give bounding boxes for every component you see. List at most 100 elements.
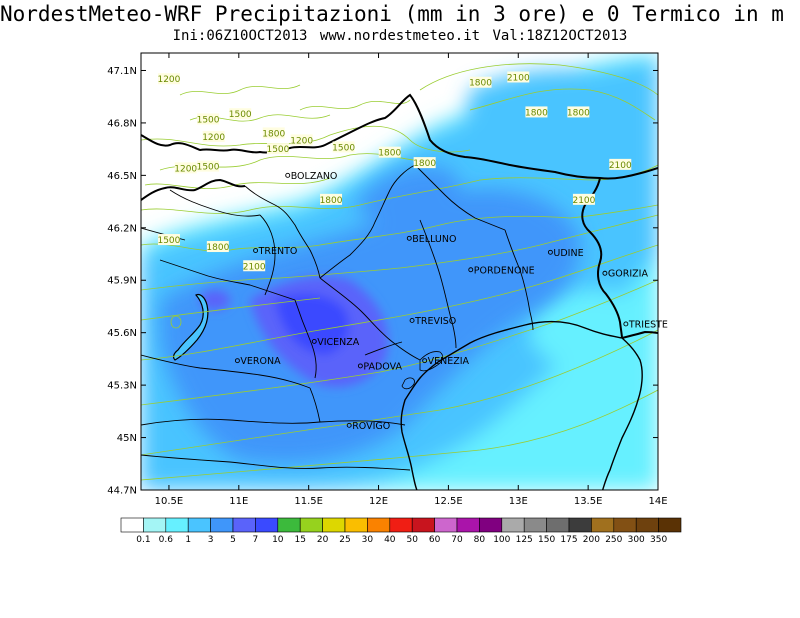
contour-label-bg xyxy=(243,260,266,272)
map-subtitle: Ini:06Z10OCT2013 www.nordestmeteo.it Val… xyxy=(172,28,628,44)
city-dot xyxy=(253,248,259,253)
legend-label: 15 xyxy=(294,535,305,545)
contour-label: 1500 xyxy=(157,234,181,246)
legend-label: 7 xyxy=(253,535,259,545)
contour-label: 1500 xyxy=(266,143,290,155)
city-marker: UDINE xyxy=(547,248,584,259)
contour-label-text: 1500 xyxy=(197,115,220,125)
contour-label: 1500 xyxy=(197,113,220,125)
contour-label: 1200 xyxy=(202,130,225,143)
contour-label-bg xyxy=(157,234,180,246)
legend-label: 25 xyxy=(339,535,350,545)
contour-label-text: 2100 xyxy=(243,262,266,272)
city-name: PADOVA xyxy=(363,361,402,372)
x-tick-label: 12.5E xyxy=(434,496,463,507)
legend-swatch xyxy=(523,517,547,533)
contour-label-text: 1500 xyxy=(229,110,252,120)
contour-label-bg xyxy=(525,106,548,118)
legend-swatch xyxy=(479,517,503,533)
x-tick-label: 13E xyxy=(509,496,528,507)
contour-label-bg xyxy=(266,143,289,155)
contour-label: 2100 xyxy=(507,71,530,83)
contour-label-bg xyxy=(229,108,252,120)
legend-label: 50 xyxy=(406,535,418,545)
city-marker: ROVIGO xyxy=(346,421,390,432)
legend-swatch xyxy=(501,517,525,533)
city-dot xyxy=(285,172,291,178)
contour-label-bg xyxy=(320,193,343,205)
contour-label: 1200 xyxy=(174,162,197,174)
contour-label: 1500 xyxy=(197,160,220,173)
city-name: GORIZIA xyxy=(608,269,649,280)
y-tick-label: 44.7N xyxy=(107,486,137,497)
precip-3mm-north xyxy=(355,166,461,227)
legend-swatch xyxy=(546,517,570,533)
x-tick-label: 14E xyxy=(648,496,667,507)
contour-label-bg xyxy=(378,146,401,158)
legend-label: 3 xyxy=(208,535,214,545)
x-tick-label: 10.5E xyxy=(155,496,184,507)
contour-label-bg xyxy=(206,241,229,253)
legend-swatch xyxy=(389,517,413,533)
legend-swatch xyxy=(568,517,592,533)
legend-swatch xyxy=(411,517,435,533)
contour-label-text: 1800 xyxy=(378,149,401,159)
legend-swatch xyxy=(120,517,144,533)
legend-swatch xyxy=(434,517,458,533)
legend-label: 60 xyxy=(429,535,441,545)
city-name: BOLZANO xyxy=(291,171,338,182)
city-dot xyxy=(623,321,629,327)
contour-label-text: 1200 xyxy=(290,136,313,146)
contour-label: 1500 xyxy=(332,141,355,153)
legend-label: 200 xyxy=(583,535,600,545)
contour-label-text: 1800 xyxy=(469,79,492,89)
legend-swatch xyxy=(299,517,323,533)
city-marker: TREVISO xyxy=(409,316,456,327)
legend-swatch xyxy=(344,517,368,533)
contour-label-bg xyxy=(413,157,436,169)
legend-label: 300 xyxy=(628,535,645,545)
contour-label-bg xyxy=(157,73,180,85)
contour-label: 1200 xyxy=(157,73,181,85)
city-dot xyxy=(357,363,363,369)
y-tick-label: 46.5N xyxy=(107,171,137,182)
legend-swatch xyxy=(591,517,615,533)
legend-swatch xyxy=(456,517,480,533)
city-name: PORDENONE xyxy=(474,265,535,276)
city-name: TREVISO xyxy=(414,316,456,327)
contour-label-text: 1500 xyxy=(266,145,289,155)
city-marker: VICENZA xyxy=(311,337,360,348)
contour-label-text: 1800 xyxy=(525,108,548,118)
legend-label: 30 xyxy=(362,535,374,545)
city-marker: BOLZANO xyxy=(285,171,338,182)
contour-label-bg xyxy=(609,158,632,170)
x-tick-label: 11E xyxy=(229,496,248,507)
contour-label-bg xyxy=(290,134,313,146)
x-axis-labels: 10.5E 11E 11.5E 12E 12.5E 13E 13.5E 14E xyxy=(155,496,668,507)
x-tick-label: 11.5E xyxy=(294,496,323,507)
contour-label-text: 1800 xyxy=(413,159,436,169)
contour-label: 1800 xyxy=(262,127,285,139)
city-dot xyxy=(234,358,240,364)
contour-label-text: 1500 xyxy=(157,236,180,246)
legend-swatch xyxy=(658,517,682,533)
city-name: BELLUNO xyxy=(412,234,456,245)
legend-label: 0.1 xyxy=(136,535,150,545)
contour-label: 1800 xyxy=(206,241,230,253)
legend-label: 80 xyxy=(474,535,486,545)
legend-swatch xyxy=(232,517,256,533)
contour-label: 1800 xyxy=(469,76,492,89)
city-dot xyxy=(422,358,428,364)
city-marker: VENEZIA xyxy=(422,356,470,367)
lake-garda xyxy=(172,293,209,361)
city-marker: TRENTO xyxy=(253,246,297,257)
legend-swatch xyxy=(210,517,234,533)
contour-label: 1800 xyxy=(378,146,401,159)
map-title: NordestMeteo-WRF Precipitazioni (mm in 3… xyxy=(0,2,784,26)
city-marker: GORIZIA xyxy=(602,269,649,280)
city-dot xyxy=(468,267,474,273)
contour-label-bg xyxy=(197,160,220,172)
contour-label: 1800 xyxy=(320,193,343,206)
y-tick-label: 45N xyxy=(117,433,137,444)
legend-label: 350 xyxy=(650,535,667,545)
